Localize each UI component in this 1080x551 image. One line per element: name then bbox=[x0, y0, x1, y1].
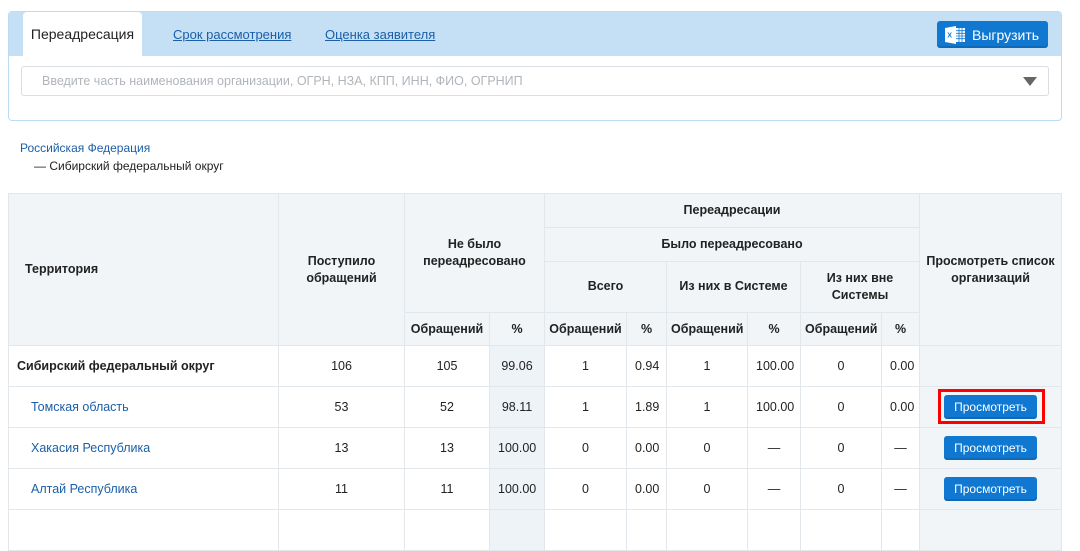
svg-text:X: X bbox=[947, 30, 952, 39]
